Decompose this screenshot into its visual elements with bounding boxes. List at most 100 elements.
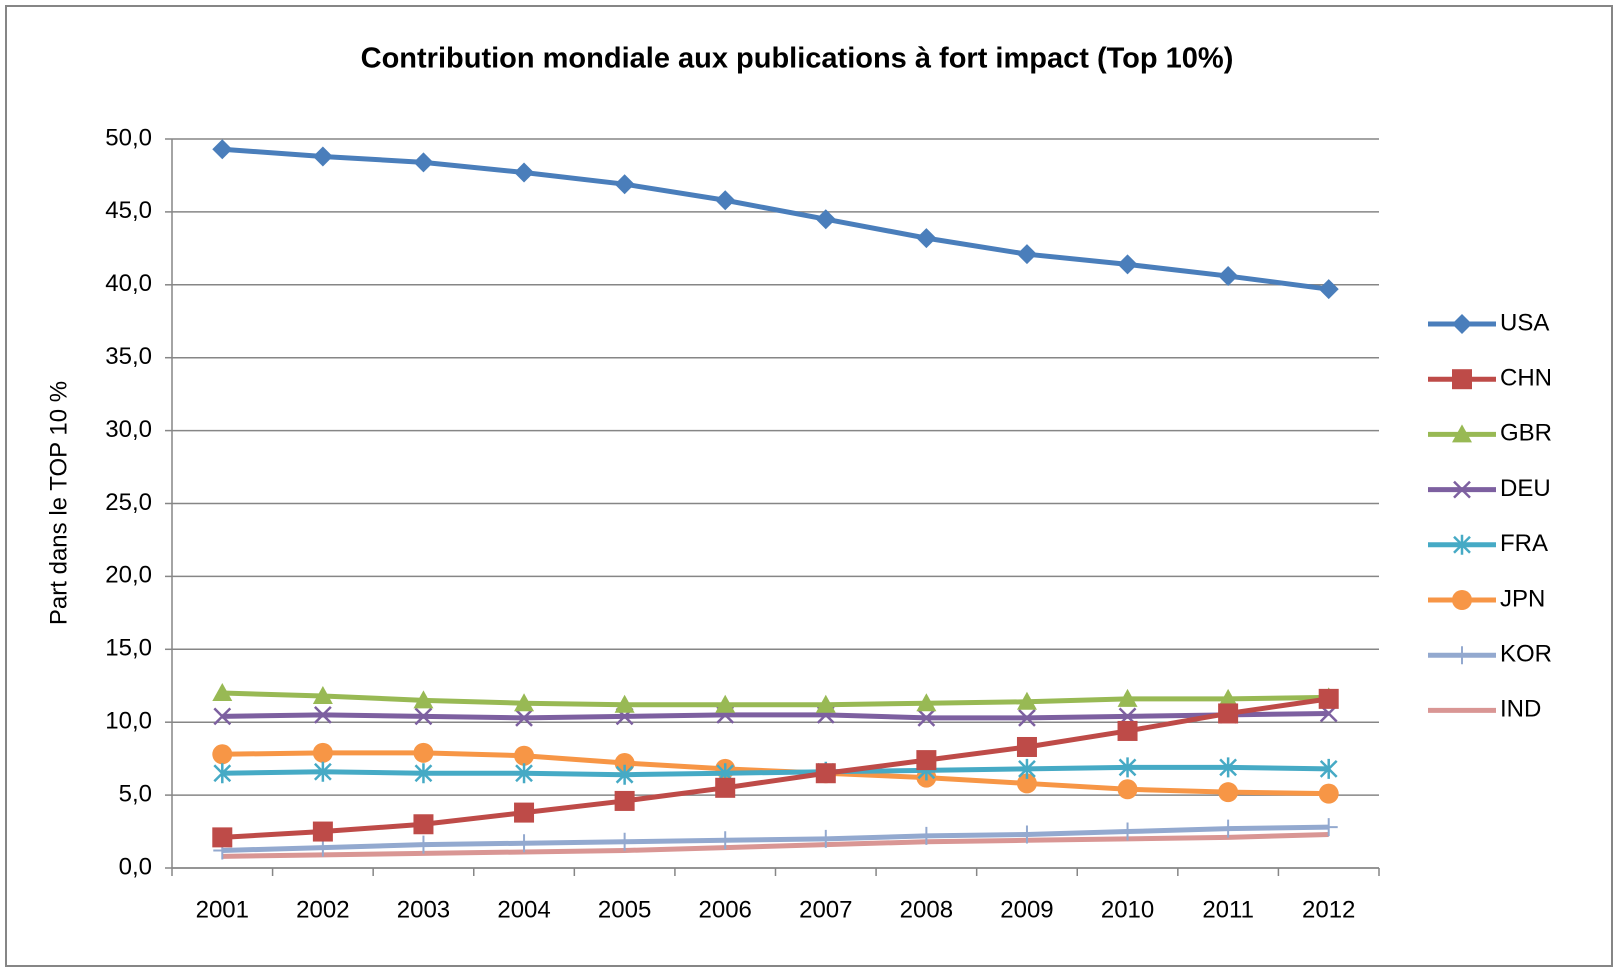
legend-label: KOR — [1500, 641, 1552, 668]
legend-marker — [1453, 646, 1471, 665]
legend-marker — [1452, 369, 1472, 390]
marker — [312, 742, 333, 763]
marker — [1219, 819, 1238, 838]
marker — [514, 802, 535, 823]
marker — [1318, 688, 1339, 709]
marker — [213, 707, 232, 726]
marker — [515, 763, 533, 784]
legend-marker — [1453, 480, 1471, 499]
marker — [212, 139, 233, 160]
marker — [1118, 757, 1137, 778]
series-line — [222, 690, 1329, 708]
marker — [1218, 782, 1239, 803]
y-tick-label: 5,0 — [119, 780, 152, 807]
legend-label: USA — [1500, 309, 1549, 336]
marker — [1219, 757, 1238, 778]
marker — [312, 685, 333, 704]
x-tick-label: 2001 — [196, 896, 249, 923]
x-tick-label: 2005 — [598, 896, 651, 923]
marker — [313, 838, 332, 857]
y-tick-label: 50,0 — [105, 124, 152, 151]
marker — [515, 834, 534, 853]
series — [212, 688, 1339, 848]
marker — [1218, 703, 1239, 724]
marker — [615, 832, 634, 851]
marker — [715, 694, 736, 713]
legend-label: IND — [1500, 696, 1541, 723]
marker — [615, 764, 634, 785]
marker — [1118, 822, 1137, 841]
y-tick-label: 35,0 — [105, 343, 152, 370]
series — [213, 818, 1338, 860]
marker — [815, 209, 836, 230]
x-tick-label: 2006 — [699, 896, 752, 923]
y-tick-label: 40,0 — [105, 270, 152, 297]
marker — [1117, 720, 1138, 741]
legend-label: JPN — [1500, 585, 1545, 612]
x-tick-label: 2012 — [1302, 896, 1355, 923]
series-line — [222, 696, 1330, 840]
marker — [1018, 708, 1036, 727]
marker — [1218, 688, 1239, 707]
y-axis-label: Part dans le TOP 10 % — [45, 381, 72, 625]
marker — [413, 814, 434, 835]
marker — [1016, 691, 1037, 710]
marker — [514, 745, 535, 766]
y-tick-label: 15,0 — [105, 635, 152, 662]
marker — [1117, 688, 1138, 707]
marker — [514, 693, 535, 712]
marker — [213, 763, 232, 784]
marker — [815, 763, 836, 784]
marker — [816, 829, 835, 848]
marker — [1016, 244, 1037, 265]
series — [213, 757, 1338, 785]
marker — [1318, 279, 1339, 300]
marker — [313, 706, 332, 724]
marker — [916, 693, 937, 712]
marker — [815, 694, 836, 713]
x-tick-label: 2008 — [900, 896, 953, 923]
marker — [515, 708, 533, 727]
marker — [1016, 736, 1037, 757]
series-line — [222, 824, 1329, 854]
series — [222, 831, 1329, 859]
chart-title: Contribution mondiale aux publications à… — [361, 43, 1234, 75]
marker — [514, 162, 535, 183]
y-tick-label: 25,0 — [105, 489, 152, 516]
x-tick-label: 2007 — [799, 896, 852, 923]
marker — [1016, 773, 1037, 794]
series-line — [222, 710, 1329, 721]
marker — [1218, 266, 1239, 287]
marker — [1117, 254, 1138, 275]
marker — [413, 152, 434, 173]
y-tick-label: 0,0 — [119, 853, 152, 880]
marker — [1318, 783, 1339, 804]
marker — [614, 174, 635, 195]
marker — [212, 683, 233, 702]
x-tick-label: 2004 — [497, 896, 550, 923]
marker — [715, 777, 736, 798]
marker — [917, 708, 936, 727]
series — [212, 139, 1339, 300]
legend-marker — [1452, 424, 1472, 443]
marker — [312, 146, 333, 167]
chart-border — [5, 5, 1613, 967]
y-tick-label: 30,0 — [105, 416, 152, 443]
marker — [414, 763, 433, 784]
legend-marker — [1452, 590, 1472, 610]
x-tick-label: 2011 — [1202, 896, 1254, 923]
marker — [1117, 779, 1138, 800]
marker — [414, 835, 433, 854]
marker — [1319, 818, 1338, 837]
marker — [716, 831, 735, 850]
legend-label: FRA — [1500, 530, 1548, 557]
marker — [1018, 758, 1036, 779]
marker — [916, 750, 937, 771]
marker — [917, 826, 936, 845]
marker — [414, 707, 433, 726]
legend-label: DEU — [1500, 475, 1551, 502]
x-tick-label: 2002 — [296, 896, 349, 923]
y-tick-label: 45,0 — [105, 197, 152, 224]
y-tick-label: 20,0 — [105, 562, 152, 589]
